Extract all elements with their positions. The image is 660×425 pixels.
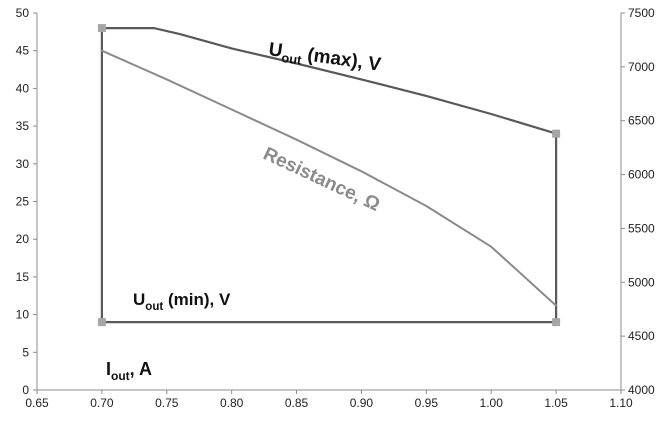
corner-marker bbox=[97, 318, 106, 327]
label-umax: Uout (max), V bbox=[267, 39, 383, 79]
label-umin-main: U bbox=[133, 290, 145, 309]
x-axis-title-sub: out bbox=[111, 369, 130, 383]
label-umin-rest: (min), V bbox=[163, 290, 231, 309]
y-right-tick-label: 5000 bbox=[628, 275, 655, 289]
y-left-tick-label: 10 bbox=[16, 308, 30, 322]
series-layer bbox=[100, 27, 558, 324]
x-axis-title-main: I bbox=[106, 359, 111, 379]
x-tick-label: 0.75 bbox=[155, 396, 179, 410]
label-resistance: Resistance, Ω bbox=[260, 143, 383, 215]
y-right-tick-label: 7000 bbox=[628, 60, 655, 74]
x-tick-label: 0.80 bbox=[220, 396, 244, 410]
label-umin-sub: out bbox=[145, 301, 163, 313]
series-line-resistance bbox=[100, 49, 558, 307]
label-umin: Uout (min), V bbox=[133, 290, 231, 313]
y-right-tick-label: 4000 bbox=[628, 383, 655, 397]
y-left-tick-label: 45 bbox=[16, 44, 30, 58]
y-left-tick-label: 5 bbox=[22, 345, 29, 359]
y-right-tick-label: 6500 bbox=[628, 114, 655, 128]
x-tick-label: 0.70 bbox=[90, 396, 114, 410]
x-axis-title-rest: , A bbox=[130, 359, 152, 379]
x-tick-label: 1.00 bbox=[480, 396, 504, 410]
y-left-tick-label: 15 bbox=[16, 270, 30, 284]
y-left-tick-label: 0 bbox=[22, 383, 29, 397]
x-tick-label: 0.90 bbox=[350, 396, 374, 410]
y-left-tick-label: 25 bbox=[16, 195, 30, 209]
label-umax-sub: out bbox=[280, 50, 303, 68]
series-line-umax bbox=[100, 27, 558, 135]
x-tick-label: 0.85 bbox=[285, 396, 309, 410]
marker-layer bbox=[97, 24, 561, 327]
y-right-tick-label: 5500 bbox=[628, 221, 655, 235]
x-axis-title: Iout, A bbox=[106, 359, 152, 383]
y-left-tick-label: 30 bbox=[16, 157, 30, 171]
y-left-tick-label: 40 bbox=[16, 81, 30, 95]
corner-marker bbox=[97, 24, 106, 33]
y-left-tick-label: 20 bbox=[16, 232, 30, 246]
y-right-tick-label: 6000 bbox=[628, 168, 655, 182]
corner-marker bbox=[552, 318, 561, 327]
x-tick-label: 0.95 bbox=[415, 396, 439, 410]
y-left-tick-label: 50 bbox=[16, 6, 30, 20]
label-umax-rest: (max), V bbox=[301, 44, 383, 76]
y-left-tick-label: 35 bbox=[16, 119, 30, 133]
y-right-tick-label: 7500 bbox=[628, 6, 655, 20]
axes: 0.65 0.70 0.75 0.80 0.85 0.90 0.95 1.00 1.05 1.10… bbox=[16, 6, 655, 410]
label-umax-main: U bbox=[267, 39, 284, 62]
y-right-tick-label: 4500 bbox=[628, 329, 655, 343]
x-tick-label: 0.65 bbox=[25, 396, 49, 410]
label-resistance-main: Resistance, Ω bbox=[260, 143, 383, 215]
x-tick-label: 1.10 bbox=[609, 396, 633, 410]
x-tick-label: 1.05 bbox=[544, 396, 568, 410]
corner-marker bbox=[552, 129, 561, 138]
